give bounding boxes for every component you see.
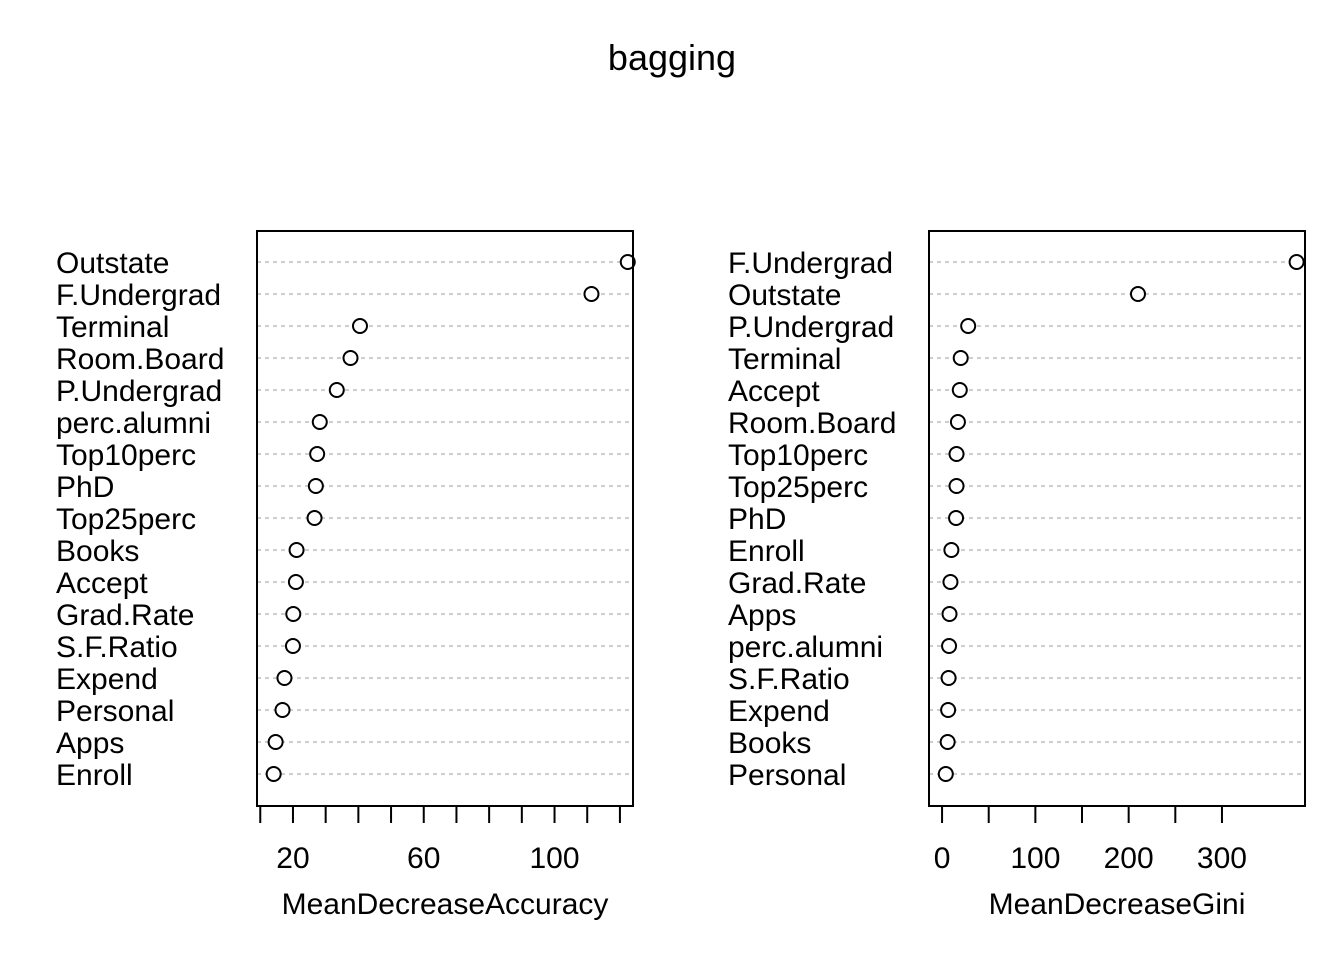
gini-category-label: Books xyxy=(728,727,811,760)
accuracy-point xyxy=(267,734,284,750)
accuracy-point xyxy=(311,414,328,430)
accuracy-point xyxy=(287,574,304,590)
gini-category-labels: F.UndergradOutstateP.UndergradTerminalAc… xyxy=(728,247,896,792)
gini-points xyxy=(937,254,1305,782)
gini-point xyxy=(1129,286,1146,302)
gini-category-label: Terminal xyxy=(728,343,841,376)
accuracy-point xyxy=(328,382,345,398)
accuracy-point xyxy=(306,510,323,526)
gini-category-label: Accept xyxy=(728,375,820,408)
accuracy-category-label: Personal xyxy=(56,695,174,728)
accuracy-point xyxy=(284,638,301,654)
accuracy-point xyxy=(342,350,359,366)
accuracy-point xyxy=(583,286,600,302)
gini-category-label: Outstate xyxy=(728,279,841,312)
accuracy-point xyxy=(276,670,293,686)
gini-x-axis-label: MeanDecreaseGini xyxy=(989,888,1246,921)
gini-point xyxy=(960,318,977,334)
accuracy-category-label: Grad.Rate xyxy=(56,599,194,632)
accuracy-category-label: Apps xyxy=(56,727,124,760)
gini-tick-label: 0 xyxy=(934,842,951,875)
gini-category-label: P.Undergrad xyxy=(728,311,894,344)
gini-point xyxy=(940,670,957,686)
gini-category-label: Enroll xyxy=(728,535,805,568)
gini-tick-label: 100 xyxy=(1010,842,1060,875)
gini-point xyxy=(948,446,965,462)
chart-title: bagging xyxy=(608,37,736,78)
gini-category-label: Apps xyxy=(728,599,796,632)
gini-point xyxy=(952,350,969,366)
gini-point xyxy=(940,702,957,718)
accuracy-category-label: F.Undergrad xyxy=(56,279,221,312)
accuracy-category-label: Expend xyxy=(56,663,158,696)
mean-decrease-gini-panel: F.UndergradOutstateP.UndergradTerminalAc… xyxy=(728,230,1306,921)
accuracy-category-labels: OutstateF.UndergradTerminalRoom.BoardP.U… xyxy=(56,247,224,792)
accuracy-point xyxy=(288,542,305,558)
gini-guides xyxy=(929,261,1305,775)
gini-category-label: perc.alumni xyxy=(728,631,883,664)
accuracy-point xyxy=(351,318,368,334)
accuracy-category-label: Accept xyxy=(56,567,148,600)
accuracy-point xyxy=(274,702,291,718)
accuracy-tick-label: 100 xyxy=(529,842,579,875)
accuracy-point xyxy=(309,446,326,462)
accuracy-category-label: Top25perc xyxy=(56,503,196,536)
gini-x-axis: 0 100 200 300 xyxy=(934,805,1247,875)
accuracy-category-label: Outstate xyxy=(56,247,169,280)
gini-category-label: F.Undergrad xyxy=(728,247,893,280)
gini-category-label: Top25perc xyxy=(728,471,868,504)
gini-category-label: Expend xyxy=(728,695,830,728)
gini-category-label: Grad.Rate xyxy=(728,567,866,600)
accuracy-point xyxy=(619,254,636,270)
accuracy-x-axis-label: MeanDecreaseAccuracy xyxy=(282,888,609,921)
gini-point xyxy=(948,478,965,494)
gini-point xyxy=(937,766,954,782)
gini-category-label: PhD xyxy=(728,503,786,536)
accuracy-point xyxy=(285,606,302,622)
accuracy-category-label: Room.Board xyxy=(56,343,224,376)
gini-category-label: Room.Board xyxy=(728,407,896,440)
accuracy-guides xyxy=(257,261,633,775)
gini-category-label: S.F.Ratio xyxy=(728,663,850,696)
accuracy-tick-label: 60 xyxy=(407,842,440,875)
accuracy-points xyxy=(265,254,636,782)
gini-point xyxy=(1288,254,1305,270)
gini-point xyxy=(949,414,966,430)
gini-point xyxy=(942,574,959,590)
gini-category-label: Top10perc xyxy=(728,439,868,472)
gini-point xyxy=(948,510,965,526)
accuracy-category-label: PhD xyxy=(56,471,114,504)
gini-tick-label: 300 xyxy=(1197,842,1247,875)
accuracy-tick-label: 20 xyxy=(276,842,309,875)
gini-point xyxy=(951,382,968,398)
accuracy-category-label: Terminal xyxy=(56,311,169,344)
mean-decrease-accuracy-panel: OutstateF.UndergradTerminalRoom.BoardP.U… xyxy=(56,230,636,921)
gini-point xyxy=(941,606,958,622)
accuracy-category-label: perc.alumni xyxy=(56,407,211,440)
accuracy-point xyxy=(307,478,324,494)
accuracy-point xyxy=(265,766,282,782)
gini-category-label: Personal xyxy=(728,759,846,792)
accuracy-category-label: S.F.Ratio xyxy=(56,631,178,664)
accuracy-category-label: Enroll xyxy=(56,759,133,792)
accuracy-x-axis: 20 60 100 xyxy=(259,805,621,875)
accuracy-category-label: Top10perc xyxy=(56,439,196,472)
gini-tick-label: 200 xyxy=(1104,842,1154,875)
accuracy-category-label: P.Undergrad xyxy=(56,375,222,408)
gini-point xyxy=(943,542,960,558)
gini-point xyxy=(941,638,958,654)
accuracy-category-label: Books xyxy=(56,535,139,568)
gini-point xyxy=(939,734,956,750)
